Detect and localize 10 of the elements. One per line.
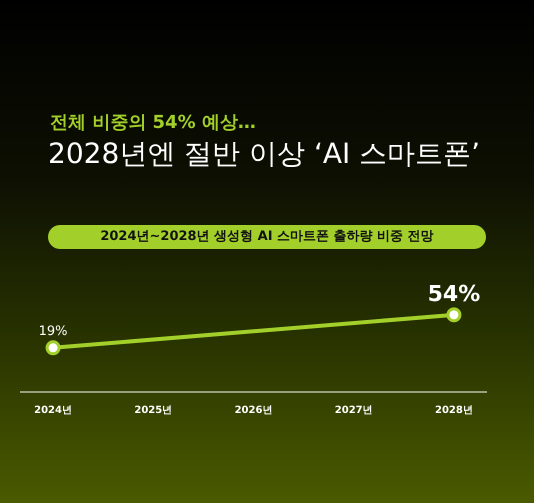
data-label: 19%	[38, 324, 68, 339]
chart-subtitle: 전체 비중의 54% 예상…	[50, 111, 256, 134]
chart-title: 2028년엔 절반 이상 ‘AI 스마트폰’	[48, 136, 480, 172]
x-tick-label: 2027년	[334, 405, 373, 416]
x-tick-label: 2026년	[234, 405, 272, 416]
x-tick-label: 2025년	[134, 405, 172, 416]
x-tick-label: 2028년	[435, 405, 473, 416]
text: 2024년~2028년 생성형 AI 스마트폰 출하량 비중 전망	[48, 225, 486, 249]
data-label: 54%	[428, 282, 480, 307]
x-tick-label: 2024년	[34, 405, 72, 416]
